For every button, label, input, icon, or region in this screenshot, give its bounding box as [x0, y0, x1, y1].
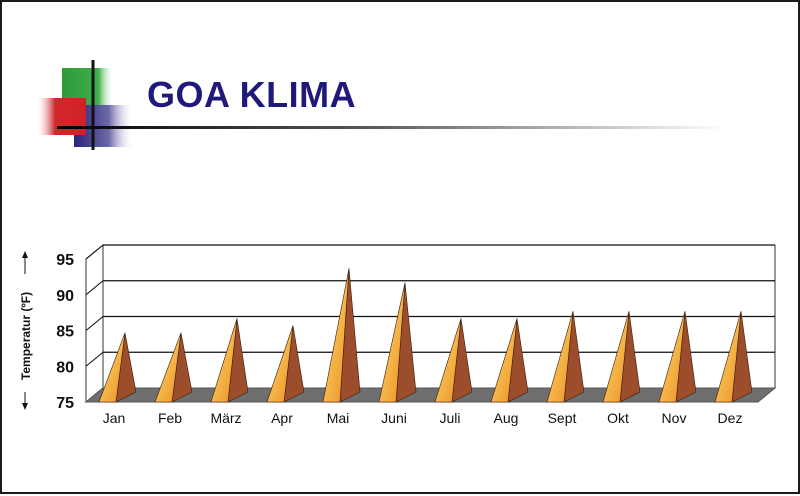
pyramid-bar-7 [490, 318, 518, 403]
x-tick-label-0: Jan [103, 410, 126, 426]
y-axis-label: Temperatur (ºF) [19, 292, 33, 380]
y-tick-label: 75 [56, 395, 74, 412]
x-tick-label-10: Nov [662, 410, 687, 426]
y-tick-label: 90 [56, 288, 74, 305]
gridline-side [85, 244, 104, 260]
x-tick-label-8: Sept [548, 410, 577, 426]
y-axis-arrowhead-down [22, 403, 28, 410]
x-tick-label-3: Apr [271, 410, 293, 426]
pyramid-bar-3 [266, 325, 294, 403]
pyramid-bar-0 [98, 332, 126, 403]
x-tick-label-4: Mai [327, 410, 350, 426]
title-underline-rule [57, 126, 727, 129]
y-tick-label: 95 [56, 252, 74, 269]
x-tick-label-7: Aug [494, 410, 519, 426]
pyramid-bar-4 [322, 268, 350, 403]
pyramid-bar-6 [434, 318, 462, 403]
y-tick-label: 85 [56, 324, 74, 341]
pyramid-bar-1 [154, 332, 182, 403]
gridline-side [85, 351, 104, 367]
y-axis-arrowhead-up [22, 251, 28, 258]
x-tick-label-6: Juli [439, 410, 460, 426]
chart-floor [84, 387, 777, 403]
gridline-side [85, 280, 104, 296]
gridline-side [85, 316, 104, 331]
x-tick-label-5: Juni [381, 410, 407, 426]
x-tick-label-11: Dez [718, 410, 743, 426]
pyramid-bar-9 [602, 311, 630, 403]
x-tick-label-2: März [210, 410, 241, 426]
page-title: GOA KLIMA [147, 74, 357, 115]
pyramid-bar-11 [714, 311, 742, 403]
pyramid-bar-8 [546, 311, 574, 403]
pyramid-bar-10 [658, 311, 686, 403]
x-tick-label-1: Feb [158, 410, 182, 426]
pyramid-bar-2 [210, 318, 238, 403]
x-tick-label-9: Okt [607, 410, 629, 426]
pyramid-bar-5 [378, 282, 406, 403]
y-tick-label: 80 [56, 359, 74, 376]
